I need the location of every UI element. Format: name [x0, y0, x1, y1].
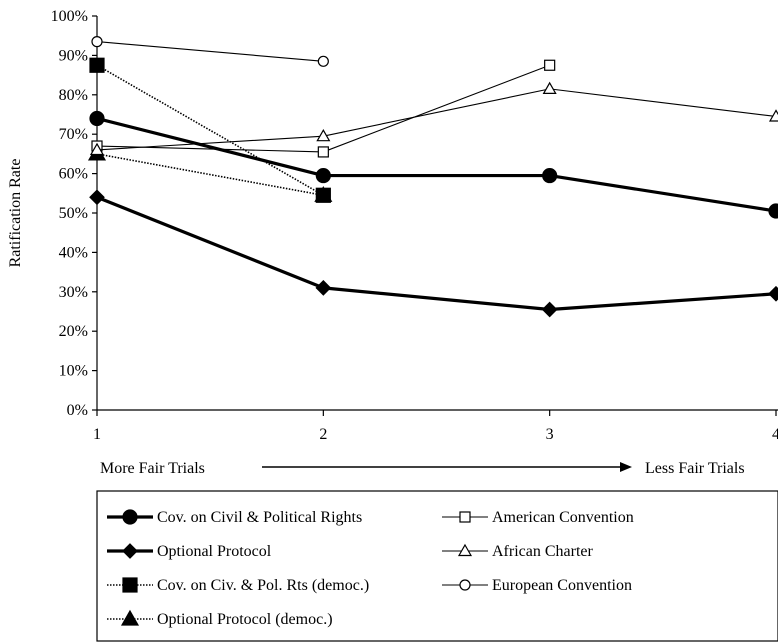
data-point	[768, 203, 778, 219]
x-tick-label: 3	[546, 426, 554, 443]
legend-label: Cov. on Civil & Political Rights	[157, 509, 362, 526]
y-ticks: 0% 10% 20% 30% 40% 50% 60% 70% 80% 90% 100%	[51, 8, 97, 419]
data-point	[89, 110, 105, 127]
data-point	[89, 57, 105, 73]
legend-label: Optional Protocol (democ.)	[157, 611, 333, 628]
y-axis-title: Ratification Rate	[7, 159, 24, 268]
direction-arrow-head	[620, 462, 632, 472]
data-point	[541, 301, 558, 318]
y-tick-label: 40%	[59, 244, 88, 261]
y-tick-label: 70%	[59, 126, 88, 143]
data-point	[544, 59, 556, 71]
data-point	[91, 36, 103, 48]
legend-label: European Convention	[492, 577, 632, 594]
legend-item-american-convention: American Convention	[442, 509, 634, 526]
series-line	[96, 116, 777, 213]
series-line	[96, 41, 324, 62]
legend-swatch-marker	[122, 543, 138, 559]
legend-swatch-marker	[457, 543, 473, 557]
legend-swatch-marker	[120, 609, 140, 626]
legend: Cov. on Civil & Political Rights Optional…	[107, 509, 634, 628]
legend-item-cov-on-civ-pol-rts-democ: Cov. on Civ. & Pol. Rts (democ.)	[107, 577, 369, 594]
direction-annotation: More Fair Trials Less Fair Trials	[100, 460, 745, 477]
y-tick-label: 10%	[59, 363, 88, 380]
axes: 0% 10% 20% 30% 40% 50% 60% 70% 80% 90% 100% 1 2 3 4	[51, 8, 778, 443]
y-tick-label: 30%	[59, 284, 88, 301]
y-tick-label: 50%	[59, 205, 88, 222]
series-american-convention	[91, 59, 556, 158]
series-line	[96, 153, 324, 197]
less-fair-trials-label: Less Fair Trials	[645, 460, 745, 477]
more-fair-trials-label: More Fair Trials	[100, 460, 205, 477]
data-point	[316, 128, 331, 142]
legend-item-optional-protocol-democ: Optional Protocol (democ.)	[107, 609, 333, 628]
y-tick-label: 80%	[59, 87, 88, 104]
y-tick-label: 0%	[67, 402, 88, 419]
data-point	[314, 186, 333, 202]
data-point	[317, 55, 329, 67]
series-line	[96, 195, 777, 312]
x-tick-label: 2	[319, 426, 327, 443]
x-tick-label: 1	[93, 426, 101, 443]
legend-item-cov-on-civil-political-rights: Cov. on Civil & Political Rights	[107, 509, 362, 526]
series-line	[96, 88, 777, 151]
data-point	[768, 285, 778, 302]
legend-item-optional-protocol: Optional Protocol	[107, 543, 272, 560]
data-point	[542, 167, 558, 184]
series-optional-protocol	[89, 189, 778, 318]
series-cov-on-civil-political-rights	[89, 110, 778, 219]
legend-label: Cov. on Civ. & Pol. Rts (democ.)	[157, 577, 369, 594]
data-point	[89, 189, 105, 206]
data-point	[317, 146, 329, 158]
series-layer	[87, 36, 778, 318]
y-tick-label: 20%	[59, 323, 88, 340]
data-point	[315, 167, 331, 184]
legend-label: African Charter	[492, 543, 594, 560]
series-optional-protocol-democ	[87, 144, 333, 202]
y-tick-label: 100%	[51, 8, 88, 25]
data-point	[315, 280, 332, 296]
series-cov-on-civ-pol-rts-democ	[89, 57, 331, 203]
y-tick-label: 60%	[59, 166, 88, 183]
x-ticks: 1 2 3 4	[93, 410, 778, 443]
legend-swatch-marker	[459, 579, 471, 591]
data-point	[542, 81, 557, 94]
series-african-charter	[89, 81, 778, 156]
data-point	[89, 142, 105, 156]
y-tick-label: 90%	[59, 47, 88, 64]
x-tick-label: 4	[772, 426, 778, 443]
series-european-convention	[91, 36, 329, 67]
legend-label: American Convention	[492, 509, 634, 526]
legend-swatch-marker	[459, 511, 471, 523]
data-point	[768, 109, 778, 122]
series-line	[96, 64, 324, 196]
legend-box	[96, 490, 778, 642]
legend-label: Optional Protocol	[157, 543, 272, 560]
legend-swatch-marker	[122, 577, 138, 593]
legend-item-african-charter: African Charter	[442, 543, 594, 560]
legend-item-european-convention: European Convention	[442, 577, 632, 594]
legend-swatch-marker	[122, 509, 138, 525]
